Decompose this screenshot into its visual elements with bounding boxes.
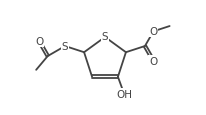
- Text: S: S: [102, 32, 108, 42]
- Text: O: O: [149, 27, 158, 37]
- Text: O: O: [35, 37, 43, 47]
- Text: S: S: [62, 42, 68, 52]
- Text: O: O: [149, 56, 158, 66]
- Text: OH: OH: [116, 89, 132, 99]
